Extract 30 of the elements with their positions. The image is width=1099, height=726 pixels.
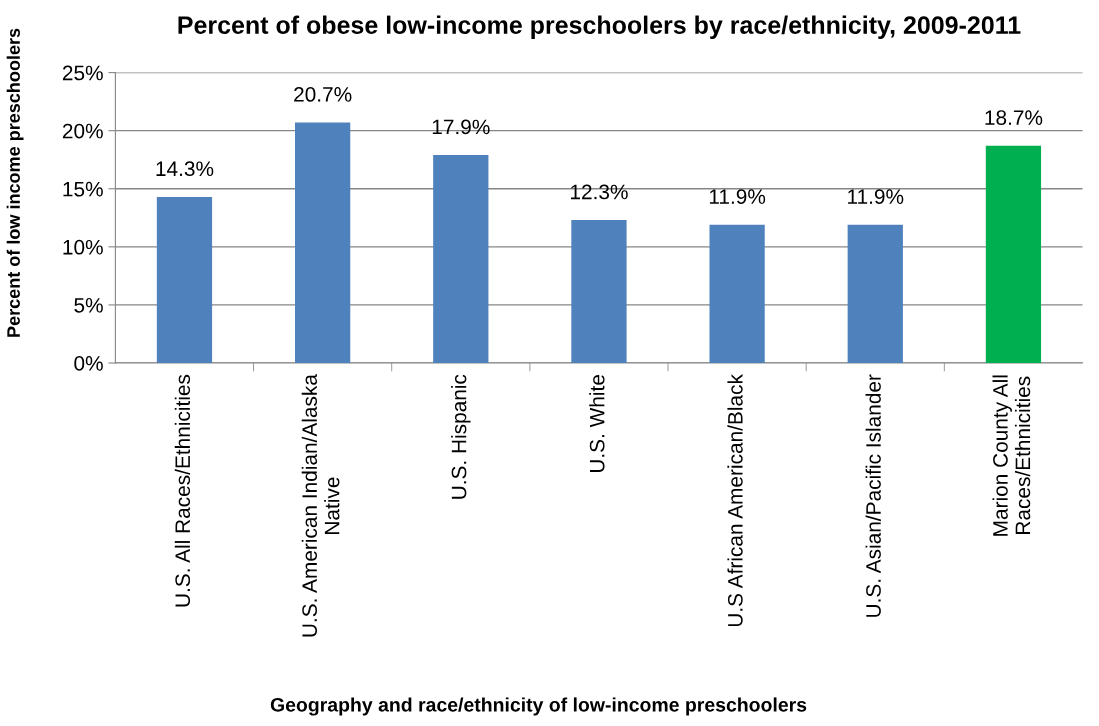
y-tick-label: 20% <box>62 123 103 139</box>
bar <box>571 220 627 363</box>
data-label: 11.9% <box>848 189 904 204</box>
x-tick-label: U.S. White <box>589 375 605 473</box>
x-tick-label: U.S. All Races/Ethnicities <box>174 374 191 607</box>
data-label: 20.7% <box>294 87 352 102</box>
x-tick-label: Marion County All Races/Ethnicities <box>992 375 1031 536</box>
y-tick-label: 5% <box>74 298 103 313</box>
bar <box>433 155 489 363</box>
data-label: 12.3% <box>571 184 628 200</box>
x-axis-title: Geography and race/ethnicity of low-income preschoolers <box>270 697 807 716</box>
y-tick-label: 0% <box>74 356 103 371</box>
x-tick-label: U.S. Hispanic <box>451 374 471 499</box>
x-tick-label: U.S. Asian/Pacific Islander <box>865 374 881 617</box>
bar <box>156 196 213 363</box>
y-tick-label: 10% <box>63 239 103 255</box>
data-label: 18.7% <box>985 110 1043 125</box>
bar <box>847 224 903 363</box>
y-tick-label: 15% <box>63 181 103 197</box>
chart-title: Percent of obese low-income preschoolers by race/ethnicity, 2009-2011 <box>178 15 1021 39</box>
bar <box>985 145 1042 363</box>
data-label: 14.3% <box>156 161 214 177</box>
x-tick-label: U.S. American Indian/Alaska Native <box>301 374 340 637</box>
data-label: 17.9% <box>432 119 490 135</box>
y-tick-label: 25% <box>62 65 103 81</box>
data-label: 11.9% <box>709 189 766 204</box>
x-tick-label: U.S African American/Black <box>727 374 743 627</box>
bar <box>295 122 351 363</box>
y-axis-title: Percent of low income preschoolers <box>6 28 24 337</box>
bar <box>709 224 765 363</box>
